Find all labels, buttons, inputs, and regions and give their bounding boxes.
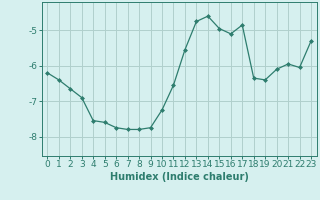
X-axis label: Humidex (Indice chaleur): Humidex (Indice chaleur): [110, 172, 249, 182]
